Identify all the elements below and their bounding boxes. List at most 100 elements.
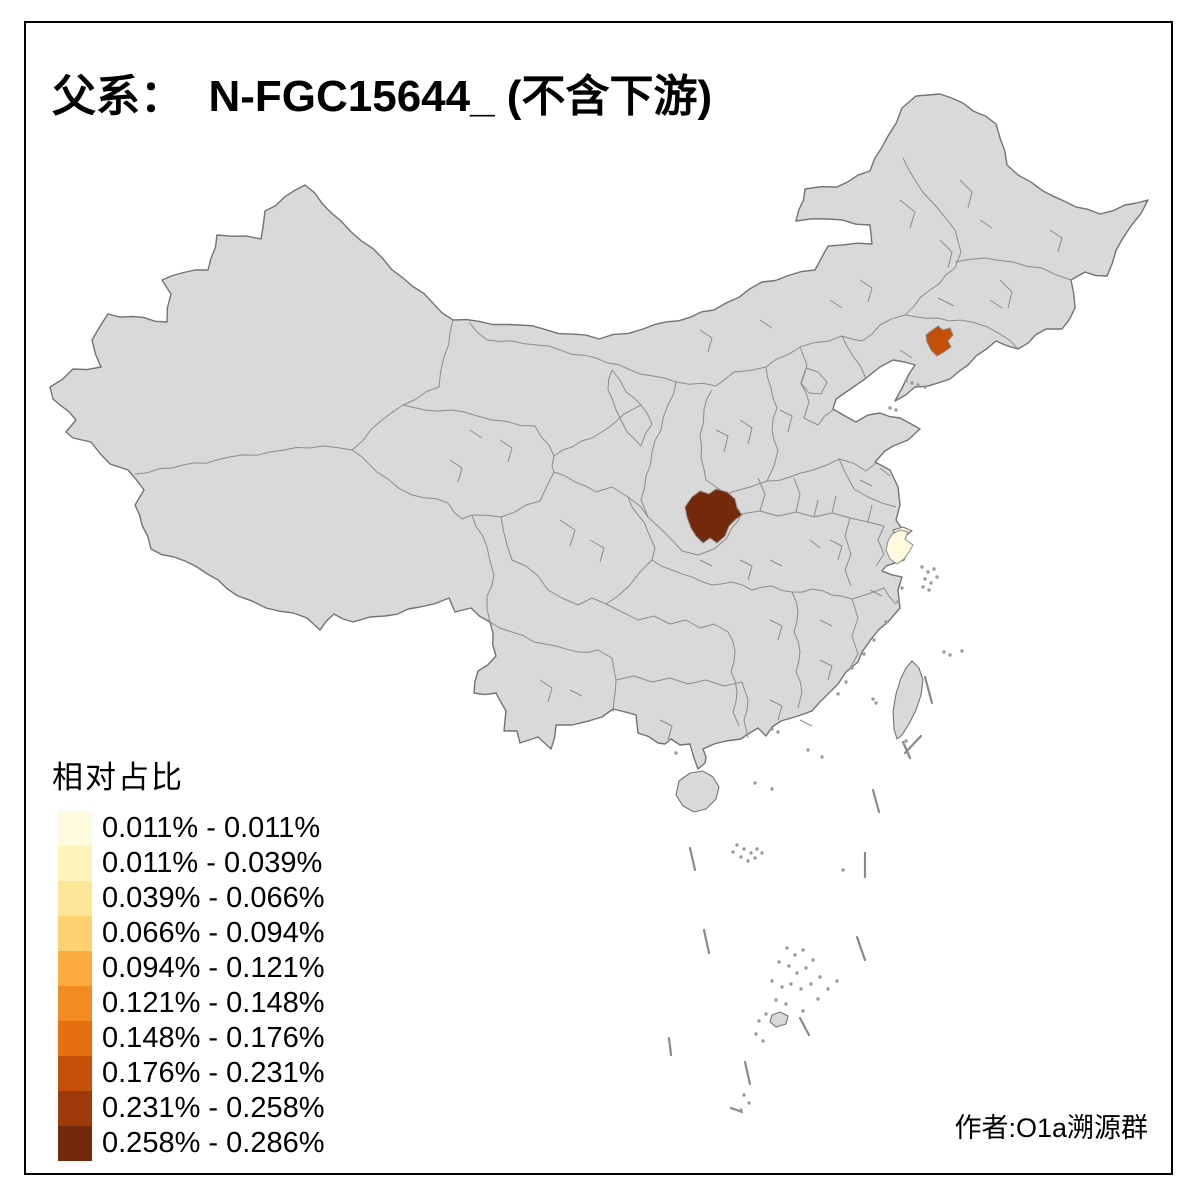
province-border: [640, 381, 677, 518]
legend-entry: 0.066% - 0.094%: [52, 916, 324, 951]
legend-entry: 0.011% - 0.011%: [52, 811, 324, 846]
province-border: [659, 719, 673, 741]
islet-dot: [776, 730, 780, 734]
province-border: [838, 458, 897, 508]
islet-dot: [811, 958, 815, 962]
islet-dot: [784, 1002, 788, 1006]
legend-swatch: [58, 916, 92, 951]
islet-dot: [862, 652, 866, 656]
islet-dot: [754, 1032, 758, 1036]
province-border: [741, 681, 749, 739]
province-border: [999, 279, 1013, 309]
islet-dot: [935, 575, 939, 579]
province-border: [402, 404, 555, 518]
islet-dot: [960, 649, 964, 653]
islet-dot: [923, 385, 927, 389]
islet-dot: [731, 850, 735, 854]
province-border: [589, 539, 605, 563]
province-border: [939, 239, 953, 269]
province-border: [793, 477, 801, 513]
legend-swatch: [58, 1126, 92, 1161]
islet-dot: [835, 979, 839, 983]
islet-dot: [806, 748, 810, 752]
legend-label: 0.011% - 0.011%: [102, 812, 321, 844]
province-border: [759, 319, 773, 329]
province-border: [799, 719, 813, 727]
province-border: [813, 499, 819, 518]
islet-dot: [929, 581, 933, 585]
province-border: [841, 335, 867, 380]
province-border: [757, 477, 766, 512]
islet-dot: [753, 856, 757, 860]
country-outline: [49, 93, 1149, 770]
legend-swatch: [58, 811, 92, 846]
province-border: [468, 157, 962, 387]
islet-dot: [739, 1108, 743, 1112]
province-border: [844, 517, 852, 587]
islet-dot: [844, 680, 848, 684]
islet-dot: [774, 998, 778, 1002]
region-shanghai-suzhou: [885, 529, 914, 565]
islet-dot: [793, 953, 797, 957]
legend-entry: 0.011% - 0.039%: [52, 846, 324, 881]
province-border: [819, 659, 833, 681]
province-border: [791, 591, 803, 709]
province-border: [859, 479, 873, 487]
islet-dot: [872, 638, 876, 642]
nine-dash-segment: [667, 1036, 673, 1057]
islet-dot: [818, 975, 822, 979]
province-border: [489, 621, 617, 713]
islet-dot: [871, 697, 875, 701]
province-border: [879, 467, 891, 477]
legend-label: 0.148% - 0.176%: [102, 1022, 325, 1054]
islet-dot: [942, 650, 946, 654]
province-border: [607, 369, 653, 447]
province-border: [937, 297, 955, 307]
province-border: [134, 319, 454, 475]
islet-dot: [836, 692, 840, 696]
province-border: [829, 299, 843, 309]
islet-dot: [888, 406, 892, 410]
province-border: [959, 179, 973, 209]
province-border: [615, 675, 743, 687]
islet-dot: [884, 620, 888, 624]
islet-dot: [826, 987, 830, 991]
province-border: [989, 299, 1003, 309]
legend-swatch: [58, 881, 92, 916]
province-border: [819, 619, 833, 627]
province-border: [727, 631, 740, 727]
province-border: [469, 429, 483, 439]
islet-dot: [923, 577, 927, 581]
islet-dot: [747, 1101, 751, 1105]
islet-dot: [809, 982, 813, 986]
islet-dot: [894, 408, 898, 412]
island-hainan: [675, 770, 720, 813]
province-border: [449, 459, 463, 483]
legend-label: 0.121% - 0.148%: [102, 987, 325, 1019]
legend-swatch: [58, 846, 92, 881]
islet-dot: [801, 948, 805, 952]
nine-dash-segment: [923, 675, 934, 705]
islet-dot: [841, 868, 845, 872]
islet-dot: [916, 383, 920, 387]
legend-entry: 0.094% - 0.121%: [52, 951, 324, 986]
province-border: [569, 689, 583, 697]
region-shaanxi-guanzhong: [684, 488, 743, 544]
legend-entry: 0.121% - 0.148%: [52, 986, 324, 1021]
islet-dot: [789, 982, 793, 986]
islet-dot: [816, 997, 820, 1001]
province-border: [539, 679, 553, 703]
province-border: [809, 539, 821, 549]
islet-dot: [910, 381, 914, 385]
province-border: [779, 409, 793, 433]
island-scs: [769, 1011, 789, 1028]
nine-dash-segment: [903, 734, 923, 755]
legend-entry: 0.231% - 0.258%: [52, 1091, 324, 1126]
islet-dot: [804, 966, 808, 970]
region-liaoning-central: [925, 325, 954, 357]
attribution-text: 作者:O1a溯源群: [954, 1113, 1148, 1143]
legend-label: 0.094% - 0.121%: [102, 952, 325, 984]
province-border: [829, 539, 843, 561]
